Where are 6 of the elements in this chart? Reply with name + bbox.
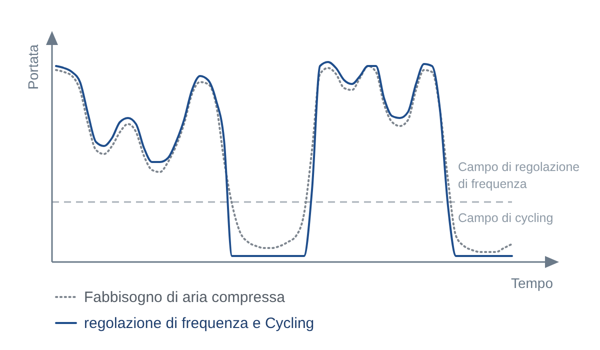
- annotation: Campo di cycling: [458, 211, 554, 225]
- annotation: Campo di regolazione di frequenza: [458, 160, 580, 191]
- x-axis-title: Tempo: [510, 275, 554, 291]
- legend-label: Fabbisogno di aria compressa: [84, 289, 286, 306]
- legend-label: regolazione di frequenza e Cycling: [84, 315, 314, 332]
- y-axis-title: Portata: [25, 44, 41, 90]
